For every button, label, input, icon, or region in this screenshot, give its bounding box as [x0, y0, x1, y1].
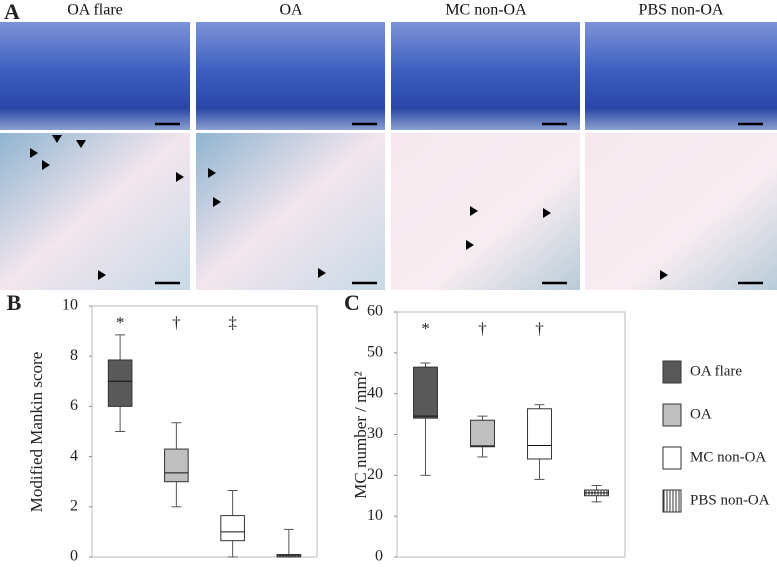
- micrographs: [0, 22, 777, 290]
- y-tick-label: 60: [367, 303, 383, 320]
- significance-mark: ‡: [228, 313, 237, 332]
- column-header: OA: [279, 2, 303, 19]
- significance-mark: †: [535, 319, 544, 338]
- column-header: OA flare: [67, 2, 123, 19]
- box: [413, 366, 438, 419]
- box: [527, 408, 552, 460]
- box: [470, 419, 495, 448]
- y-tick-label: 6: [70, 397, 78, 414]
- significance-mark: *: [116, 313, 125, 332]
- micrograph: [196, 22, 385, 130]
- micrograph: [585, 22, 777, 130]
- column-header: PBS non-OA: [639, 2, 724, 19]
- legend-swatch: [662, 360, 682, 384]
- y-tick-label: 50: [367, 344, 383, 361]
- plot-frame: [396, 311, 626, 558]
- y-tick-label: 40: [367, 384, 383, 401]
- y-tick-label: 10: [367, 507, 383, 524]
- micrograph: [391, 133, 580, 290]
- y-tick-label: 8: [70, 347, 78, 364]
- panel-label: B: [7, 290, 22, 315]
- significance-mark: †: [478, 319, 487, 338]
- micrograph: [391, 22, 580, 130]
- micrograph: [585, 133, 777, 290]
- y-tick-label: 0: [375, 548, 383, 565]
- micrograph: [0, 133, 190, 290]
- significance-mark: *: [421, 319, 430, 338]
- panel-label: C: [344, 290, 360, 315]
- legend-swatch: [662, 446, 682, 470]
- y-tick-label: 20: [367, 466, 383, 483]
- legend-label: OA flare: [690, 363, 742, 379]
- y-tick-label: 2: [70, 497, 78, 514]
- box: [107, 359, 133, 407]
- legend-label: OA: [690, 406, 712, 422]
- plot-frame: [91, 305, 318, 558]
- y-axis-label: MC number / mm²: [351, 371, 370, 498]
- y-tick-label: 30: [367, 425, 383, 442]
- legend-swatch: [662, 489, 682, 513]
- panel-label: A: [4, 0, 20, 24]
- micrograph: [196, 133, 385, 290]
- legend-label: MC non-OA: [690, 449, 766, 465]
- significance-mark: †: [172, 313, 181, 332]
- y-axis-label: Modified Mankin score: [27, 352, 46, 513]
- micrograph: [0, 22, 190, 130]
- box: [164, 448, 189, 483]
- legend-swatch: [662, 403, 682, 427]
- column-header: MC non-OA: [445, 2, 527, 19]
- y-tick-label: 4: [70, 447, 78, 464]
- y-tick-label: 10: [62, 297, 78, 314]
- y-tick-label: 0: [70, 548, 78, 565]
- box: [220, 515, 245, 542]
- legend-label: PBS non-OA: [690, 492, 770, 508]
